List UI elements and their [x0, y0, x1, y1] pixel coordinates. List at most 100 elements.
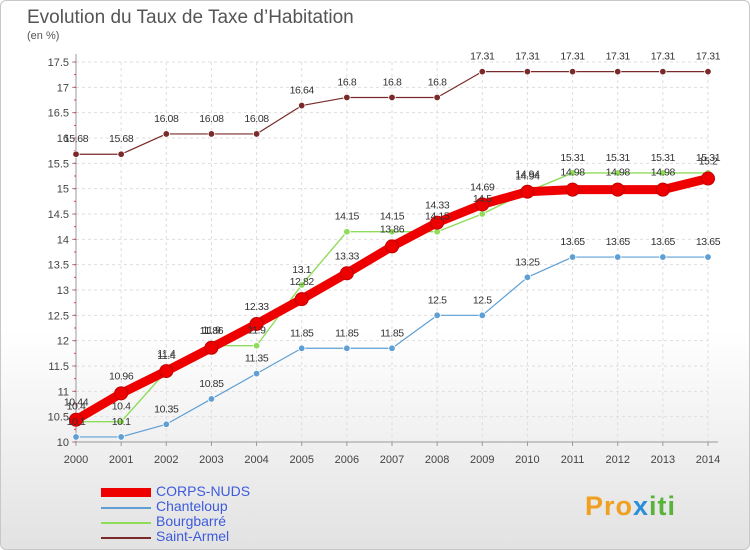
data-label: 17.31 — [696, 51, 721, 63]
data-point-corps-nuds — [114, 386, 129, 401]
data-label: 16.8 — [383, 76, 402, 88]
x-tick-label: 2009 — [470, 454, 494, 466]
data-label: 15.68 — [64, 133, 89, 145]
y-tick-label: 11.5 — [48, 361, 69, 373]
data-point-bourgbarr- — [568, 169, 577, 177]
data-point-bourgbarr- — [252, 342, 261, 350]
data-point-saint-armel — [252, 130, 261, 138]
y-tick-label: 11 — [58, 386, 69, 398]
data-label: 16.8 — [337, 76, 356, 88]
x-tick-label: 2008 — [425, 454, 449, 466]
legend-label: Saint-Armel — [156, 528, 230, 544]
data-point-saint-armel — [523, 67, 532, 76]
data-point-bourgbarr- — [614, 169, 622, 177]
data-label: 11.4 — [157, 348, 176, 360]
data-point-chanteloup — [72, 433, 80, 441]
data-point-saint-armel — [478, 67, 486, 76]
x-tick-label: 2006 — [335, 454, 359, 466]
data-label: 10.1 — [112, 416, 131, 428]
legend-label: Bourgbarré — [156, 513, 227, 529]
data-point-corps-nuds — [339, 266, 354, 281]
data-point-bourgbarr- — [388, 228, 396, 236]
data-label: 16.64 — [290, 85, 315, 97]
data-label: 11.4 — [157, 350, 176, 362]
data-point-chanteloup — [659, 253, 667, 261]
data-point-chanteloup — [162, 420, 170, 428]
data-point-chanteloup — [433, 311, 441, 320]
data-label: 13.86 — [380, 223, 405, 235]
logo-part: Pro — [585, 491, 634, 521]
data-label: 13.65 — [606, 236, 631, 248]
data-label: 11.85 — [290, 327, 314, 339]
data-point-corps-nuds — [385, 239, 399, 254]
legend-label: CORPS-NUDS — [156, 483, 251, 499]
data-label: 15.31 — [651, 152, 676, 164]
data-label: 16.08 — [244, 113, 269, 125]
data-point-corps-nuds — [69, 412, 83, 427]
x-tick-label: 2014 — [696, 454, 720, 466]
data-point-chanteloup — [343, 344, 351, 352]
data-point-corps-nuds — [294, 292, 309, 307]
chart-subtitle: (en %) — [27, 30, 60, 42]
y-tick-label: 16 — [57, 133, 69, 145]
data-label: 11.9 — [202, 325, 221, 337]
data-point-saint-armel — [72, 150, 80, 158]
data-point-saint-armel — [433, 93, 441, 102]
legend-swatch — [101, 537, 151, 539]
y-tick-label: 15.5 — [48, 158, 69, 170]
data-point-corps-nuds — [520, 184, 535, 199]
data-label: 14.15 — [380, 211, 405, 223]
data-label: 13.65 — [651, 236, 676, 248]
data-point-corps-nuds — [701, 171, 715, 186]
data-point-bourgbarr- — [298, 281, 306, 289]
data-point-chanteloup — [704, 253, 712, 261]
data-point-chanteloup — [117, 433, 125, 441]
data-label: 17.31 — [606, 51, 631, 63]
axes: 10 10.5 11 11.5 12 12.5 13 13.5 14 14.5 15 15.5 16 16… — [48, 54, 720, 466]
y-tick-label: 10.5 — [48, 412, 69, 424]
data-label: 10.4 — [67, 401, 86, 413]
data-label: 12.5 — [428, 294, 447, 306]
data-point-saint-armel — [659, 67, 667, 76]
logo-part: iti — [649, 491, 677, 521]
data-label: 13.25 — [515, 256, 540, 268]
y-tick-label: 13 — [57, 285, 69, 297]
data-label: 13.1 — [292, 264, 311, 276]
data-label: 14.15 — [425, 211, 450, 223]
x-tick-label: 2010 — [515, 454, 539, 466]
data-point-corps-nuds — [430, 215, 445, 230]
data-label: 11.35 — [245, 353, 269, 365]
data-label: 12.5 — [473, 294, 492, 306]
data-label: 17.31 — [651, 51, 676, 63]
data-point-saint-armel — [298, 101, 306, 110]
y-tick-label: 15 — [57, 184, 69, 196]
data-label: 11.86 — [200, 325, 224, 337]
data-label: 15.68 — [109, 133, 134, 145]
data-point-bourgbarr- — [478, 210, 486, 218]
x-tick-label: 2011 — [561, 454, 585, 466]
data-point-saint-armel — [117, 150, 125, 158]
data-label: 15.2 — [699, 156, 718, 168]
data-label: 13.65 — [560, 236, 585, 248]
data-label: 14.98 — [560, 167, 585, 179]
chart-title: Evolution du Taux de Taxe d’Habitation — [27, 7, 354, 28]
data-point-saint-armel — [568, 67, 577, 76]
proxiti-logo: Proxiti — [585, 491, 676, 522]
data-point-corps-nuds — [610, 182, 625, 197]
data-point-corps-nuds — [475, 197, 490, 212]
data-label: 14.33 — [425, 200, 450, 212]
y-tick-label: 16.5 — [48, 108, 69, 120]
data-point-saint-armel — [614, 67, 622, 76]
data-label: 15.31 — [606, 152, 631, 164]
data-point-chanteloup — [568, 253, 577, 261]
data-point-chanteloup — [478, 311, 486, 320]
data-labels: 15.68 15.68 16.08 16.08 16.08 16.64 16.8 16.8 16… — [64, 51, 721, 428]
legend-swatch — [101, 507, 151, 509]
data-label: 10.1 — [67, 416, 86, 428]
data-label: 10.96 — [109, 370, 134, 382]
data-point-saint-armel — [162, 130, 170, 138]
data-label: 17.31 — [560, 51, 585, 63]
data-label: 15.31 — [696, 152, 721, 164]
data-label: 14.94 — [515, 169, 540, 181]
